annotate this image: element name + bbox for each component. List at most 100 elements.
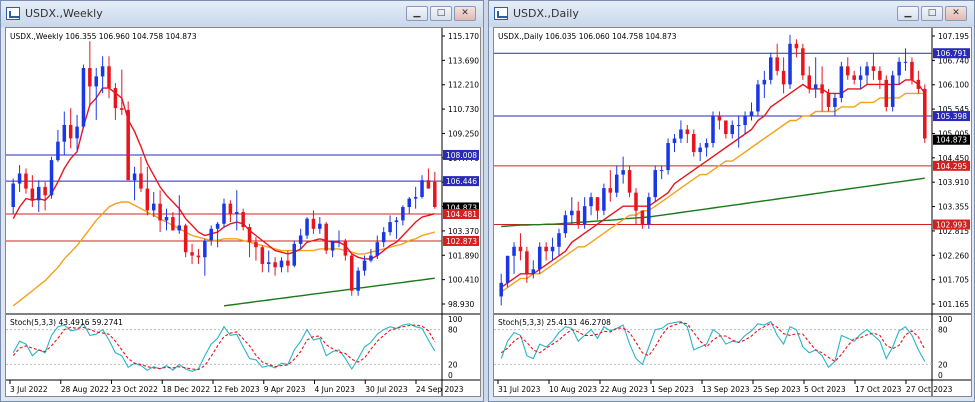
price-level-tag <box>933 48 970 59</box>
candle-body <box>672 138 677 144</box>
price-tick-label: 101.890 <box>448 251 479 260</box>
candle-body <box>260 247 265 264</box>
maximize-button[interactable]: □ <box>921 6 943 21</box>
candle-body <box>171 217 175 231</box>
price-level-label: 104.295 <box>936 162 967 171</box>
date-tick-label: 22 Aug 2023 <box>600 385 648 394</box>
candle-body <box>62 124 67 142</box>
price-level-tag <box>443 176 479 187</box>
candle-body <box>602 188 606 211</box>
candle-body <box>228 203 233 214</box>
ema-slow-line <box>223 277 435 307</box>
candle-body <box>627 170 632 193</box>
daily-window-title: USDX.,Daily <box>513 7 579 20</box>
candle-body <box>266 262 271 264</box>
candle-body <box>833 97 837 107</box>
weekly-chart-area[interactable]: 115.170113.690112.210110.730109.250107.7… <box>5 27 481 397</box>
candle-body <box>324 223 328 251</box>
date-tick-label: 18 Dec 2022 <box>162 385 210 394</box>
stoch-signal-line <box>500 322 926 363</box>
candle-body <box>897 61 901 76</box>
date-tick-label: 9 Apr 2023 <box>264 385 306 394</box>
minimize-icon: ▁ <box>413 8 421 18</box>
candle-body <box>852 75 856 80</box>
close-button[interactable]: ✕ <box>454 6 476 21</box>
candle-body <box>164 217 169 221</box>
candle-body <box>749 111 754 116</box>
price-tick-label: 102.260 <box>938 251 969 260</box>
stoch-tick-label: 80 <box>448 326 458 335</box>
candle-body <box>704 143 709 148</box>
weekly-window-title: USDX.,Weekly <box>25 7 103 20</box>
price-level-label: 104.873 <box>446 203 477 212</box>
daily-window[interactable]: USDX.,Daily ▁ □ ✕ 107.195 106.740 106.100 1… <box>488 0 975 402</box>
candle-body <box>871 66 876 71</box>
minimize-button[interactable]: ▁ <box>406 6 428 21</box>
stoch-label: Stoch(5,3,3) 43.4916 59.2741 <box>10 318 123 327</box>
candle-body <box>557 233 561 247</box>
candle-body <box>356 270 360 291</box>
candle-body <box>826 93 831 107</box>
price-tick-label: 109.250 <box>448 129 479 138</box>
candle-body <box>196 255 201 258</box>
candle-body <box>807 75 812 89</box>
price-tick-label: 104.450 <box>938 154 969 163</box>
minimize-button[interactable]: ▁ <box>897 6 919 21</box>
weekly-titlebar[interactable]: USDX.,Weekly ▁ □ ✕ <box>1 1 483 27</box>
candle-body <box>640 210 645 225</box>
candle-body <box>132 173 137 181</box>
candle-body <box>525 251 529 274</box>
candle-body <box>24 173 28 189</box>
candle-body <box>254 242 258 248</box>
candle-body <box>647 197 651 225</box>
date-tick-label: 4 Jun 2023 <box>315 385 356 394</box>
candle-body <box>839 66 844 98</box>
candle-body <box>884 79 889 107</box>
price-level-tag <box>443 209 479 220</box>
daily-chart-area[interactable]: 107.195 106.740 106.100 105.545 105.005 104.4… <box>493 27 972 397</box>
candle-body <box>531 269 536 274</box>
candle-body <box>17 173 22 184</box>
close-button[interactable]: ✕ <box>945 6 967 21</box>
minimize-icon: ▁ <box>904 8 912 18</box>
candle-body <box>666 143 670 171</box>
candle-body <box>420 180 424 197</box>
price-tick-label: 103.355 <box>938 203 969 212</box>
candle-body <box>916 79 921 89</box>
candle-body <box>537 246 542 270</box>
candle-body <box>107 66 111 89</box>
price-tick-label: 103.370 <box>448 227 479 236</box>
candle-body <box>743 115 747 125</box>
date-tick-label: 12 Feb 2023 <box>213 385 260 394</box>
candle-body <box>292 243 297 266</box>
price-level-label: 108.008 <box>446 151 477 160</box>
ema-mid-line <box>12 201 435 307</box>
close-icon: ✕ <box>461 8 469 18</box>
daily-titlebar[interactable]: USDX.,Daily ▁ □ ✕ <box>489 1 974 27</box>
candle-body <box>433 181 437 208</box>
price-level-label: 104.481 <box>446 210 477 219</box>
candle-body <box>910 61 914 80</box>
price-level-label: 104.873 <box>936 136 967 145</box>
ema-fast-line <box>12 87 435 260</box>
candle-body <box>158 203 162 221</box>
candle-body <box>820 84 824 94</box>
weekly-chart-svg[interactable]: 115.170113.690112.210110.730109.250107.7… <box>6 28 480 396</box>
candle-body <box>717 115 722 121</box>
candle-body <box>273 262 277 268</box>
candle-body <box>120 108 124 110</box>
price-level-label: 106.446 <box>446 177 477 186</box>
maximize-button[interactable]: □ <box>430 6 452 21</box>
price-level-label: 102.993 <box>936 221 967 230</box>
price-tick-label: 112.210 <box>448 81 479 90</box>
daily-chart-svg[interactable]: 107.195 106.740 106.100 105.545 105.005 104.4… <box>494 28 971 396</box>
candle-body <box>222 203 226 224</box>
candle-body <box>81 67 86 127</box>
candle-body <box>407 198 412 208</box>
date-tick-label: 23 Oct 2022 <box>112 385 159 394</box>
candle-body <box>762 79 767 85</box>
candle-body <box>923 88 927 139</box>
candle-body <box>518 246 523 252</box>
weekly-window[interactable]: USDX.,Weekly ▁ □ ✕ 115.170 113.690 112.210… <box>0 0 484 402</box>
candle-body <box>512 246 516 256</box>
